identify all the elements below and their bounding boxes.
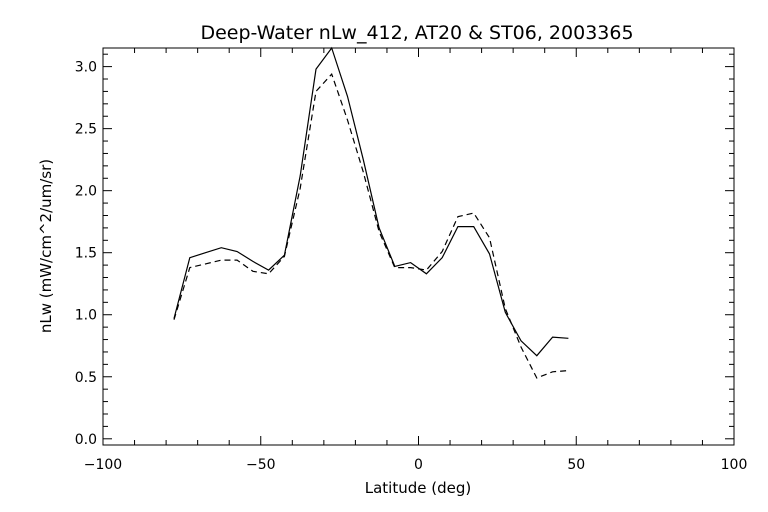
plot-frame [102,47,735,446]
y-tick-label: 1.0 [75,308,97,324]
chart-title: Deep-Water nLw_412, AT20 & ST06, 2003365 [200,22,633,44]
x-tick-label: 50 [567,457,585,473]
y-tick-label: 2.0 [75,184,97,200]
y-tick-label: 2.5 [75,122,97,138]
x-axis: −100 −50 0 50 100 [84,48,748,473]
series-line-dashed [173,72,569,379]
x-tick-label: −50 [246,457,276,473]
y-tick-label: 1.5 [75,246,97,262]
x-tick-label: 0 [414,457,423,473]
y-tick-label: 0.0 [75,432,97,448]
series-line-solid [173,46,569,357]
y-tick-label: 3.0 [75,60,97,76]
y-axis-label: nLw (mW/cm^2/um/sr) [37,159,55,333]
y-axis: 0.0 0.5 1.0 1.5 2.0 2.5 3.0 [75,53,734,448]
series-group [173,46,569,379]
x-axis-label: Latitude (deg) [365,479,471,497]
y-tick-label: 0.5 [75,370,97,386]
x-tick-label: −100 [84,457,122,473]
x-tick-label: 100 [721,457,748,473]
